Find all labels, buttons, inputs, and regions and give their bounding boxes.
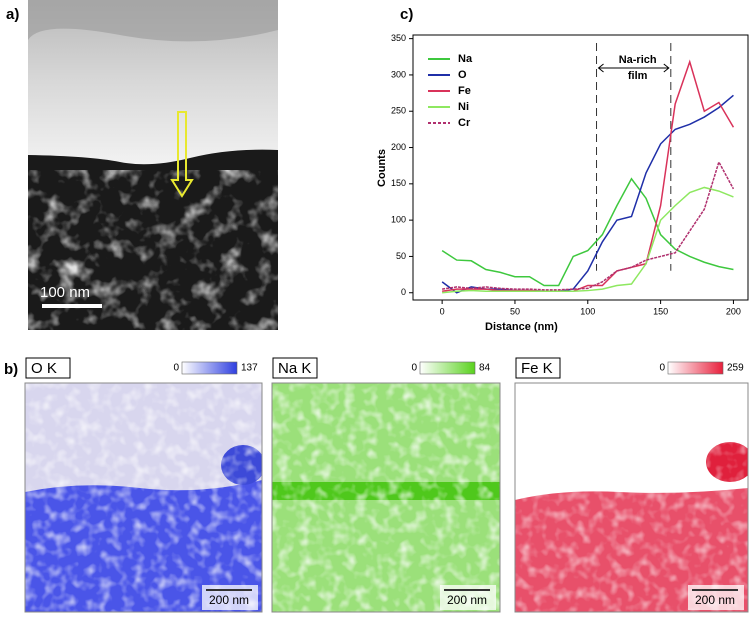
map-title: Na K	[278, 360, 311, 377]
colorbar-max: 259	[727, 363, 744, 374]
tem-image	[28, 0, 278, 330]
x-tick-label: 150	[653, 306, 668, 316]
legend-label: Ni	[458, 101, 469, 113]
series-line	[441, 94, 734, 294]
y-tick-label: 200	[391, 142, 406, 152]
map	[271, 382, 501, 613]
panel-label: b)	[4, 361, 18, 378]
y-tick-label: 0	[401, 287, 406, 297]
x-tick-label: 50	[510, 306, 520, 316]
y-tick-label: 300	[391, 69, 406, 79]
scale-label: 100 nm	[40, 284, 90, 301]
title-box	[272, 357, 318, 379]
y-tick-label: 350	[391, 33, 406, 43]
y-tick-label: 100	[391, 215, 406, 225]
series-line	[442, 186, 734, 294]
scale-label: 200 nm	[209, 593, 249, 607]
series-line	[442, 160, 735, 291]
series-line	[442, 59, 735, 293]
colorbar	[667, 361, 724, 375]
x-axis-label: Distance (nm)	[485, 321, 558, 333]
series-line	[441, 177, 734, 287]
legend-label: Na	[458, 53, 473, 65]
y-axis-label: Counts	[376, 149, 388, 187]
annotation: Na-rich	[619, 54, 657, 66]
x-tick-label: 0	[440, 306, 445, 316]
colorbar-min: 0	[659, 363, 665, 374]
colorbar	[181, 361, 238, 375]
map-title: Fe K	[521, 360, 553, 377]
plot-frame	[412, 34, 749, 301]
title-box	[25, 357, 71, 379]
map-title: O K	[31, 360, 57, 377]
colorbar-min: 0	[173, 363, 179, 374]
legend-label: Cr	[458, 117, 471, 129]
x-tick-label: 100	[580, 306, 595, 316]
film-arrow	[597, 63, 670, 73]
y-tick-label: 50	[396, 251, 406, 261]
map	[24, 382, 263, 613]
colorbar-max: 84	[479, 363, 491, 374]
title-box	[515, 357, 561, 379]
y-tick-label: 250	[391, 106, 406, 116]
panel-label: a)	[6, 6, 19, 23]
map	[514, 382, 749, 613]
colorbar-max: 137	[241, 363, 258, 374]
y-tick-label: 150	[391, 178, 406, 188]
colorbar	[419, 361, 476, 375]
panel-label: c)	[400, 6, 413, 23]
scale-label: 200 nm	[447, 593, 487, 607]
legend-label: Fe	[458, 85, 471, 97]
arrow	[170, 111, 194, 198]
scale-label: 200 nm	[695, 593, 735, 607]
legend-label: O	[458, 69, 467, 81]
x-tick-label: 200	[726, 306, 741, 316]
annotation: film	[628, 70, 648, 82]
colorbar-min: 0	[411, 363, 417, 374]
